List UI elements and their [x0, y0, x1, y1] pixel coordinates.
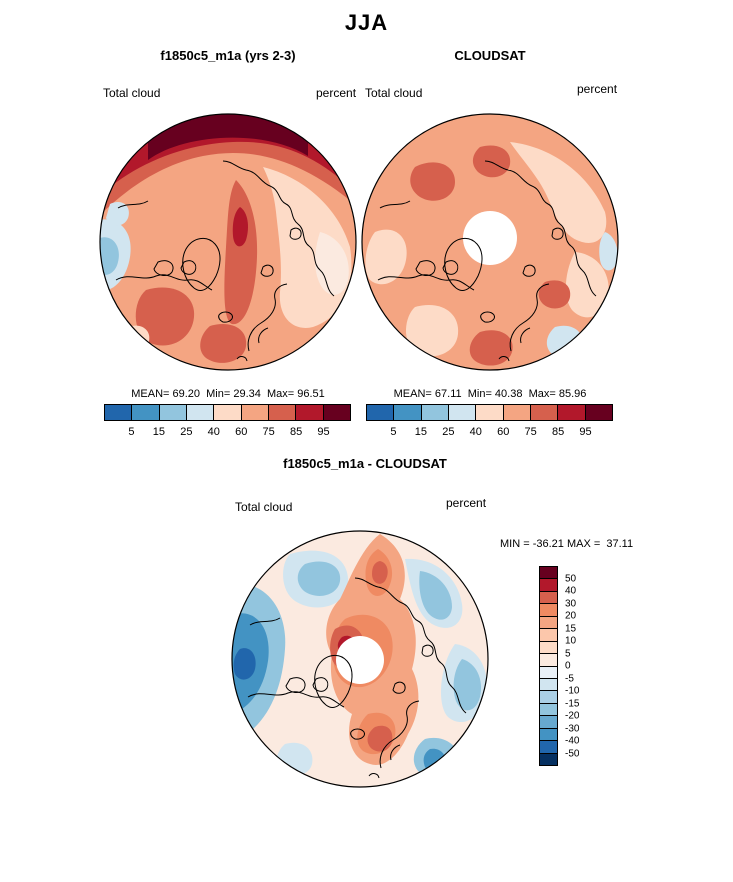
- model-contour-fills: [100, 114, 356, 370]
- model-stats-line: MEAN= 69.20 Min= 29.34 Max= 96.51: [131, 388, 325, 400]
- colorbar-tick-label: 15: [565, 623, 577, 634]
- colorbar-tick-label: 75: [262, 426, 275, 438]
- colorbar-tick-label: 5: [565, 648, 571, 659]
- colorbar-tick-label: 85: [551, 426, 565, 438]
- colorbar-tick-label: 20: [565, 610, 577, 622]
- colorbar-segment: [447, 405, 476, 420]
- diff-panel-title: f1850c5_m1a - CLOUDSAT: [283, 456, 447, 471]
- diff-contour-fills: [232, 531, 488, 787]
- colorbar-tick-label: -50: [565, 748, 580, 759]
- colorbar-tick-label: 60: [235, 426, 248, 438]
- colorbar-tick-label: 5: [128, 426, 135, 438]
- colorbar-tick-label: 50: [565, 573, 577, 584]
- colorbar-segment: [185, 405, 214, 420]
- colorbar-segment: [540, 727, 557, 741]
- colorbar-tick-label: 85: [289, 426, 303, 438]
- colorbar-segment: [475, 405, 503, 420]
- map-boundary-circle: [231, 530, 489, 788]
- colorbar-segment: [540, 578, 557, 591]
- colorbar-tick-label: 25: [442, 426, 455, 438]
- colorbar-tick-label: -40: [565, 735, 580, 747]
- model-units-label: percent: [316, 86, 357, 100]
- model-colorbar: [104, 404, 351, 421]
- diff-colorbar-ticks: 50 40 30 20 15 10 5 0 -5 -10 -15 -20 -30 -40 -50: [565, 566, 595, 766]
- no-data-hole: [463, 211, 517, 265]
- colorbar-tick-label: 5: [390, 426, 397, 438]
- colorbar-tick-label: -15: [565, 698, 580, 709]
- model-map-svg: [99, 113, 357, 371]
- colorbar-tick-label: 15: [152, 426, 165, 438]
- colorbar-segment: [540, 567, 557, 579]
- colorbar-segment: [540, 715, 557, 728]
- colorbar-tick-label: -10: [565, 685, 580, 697]
- colorbar-segment: [540, 653, 557, 666]
- map-boundary-circle: [361, 113, 619, 371]
- colorbar-segment: [131, 405, 159, 420]
- colorbar-tick-label: -30: [565, 723, 580, 734]
- obs-map: [360, 112, 620, 372]
- diff-map: [230, 529, 490, 789]
- model-panel-title: f1850c5_m1a (yrs 2-3): [160, 48, 296, 63]
- obs-field-label: Total cloud: [365, 86, 423, 100]
- colorbar-tick-label: 40: [207, 426, 220, 438]
- colorbar-segment: [540, 677, 557, 691]
- colorbar-tick-label: 60: [497, 426, 510, 438]
- colorbar-segment: [393, 405, 421, 420]
- colorbar-segment: [540, 702, 557, 716]
- colorbar-segment: [529, 405, 558, 420]
- diff-map-svg: [231, 530, 489, 788]
- colorbar-segment: [420, 405, 448, 420]
- colorbar-tick-label: -5: [565, 673, 574, 684]
- colorbar-segment: [367, 405, 394, 420]
- colorbar-segment: [540, 603, 557, 616]
- colorbar-tick-label: 40: [565, 585, 577, 597]
- colorbar-tick-label: 10: [565, 635, 577, 647]
- colorbar-tick-label: 75: [524, 426, 537, 438]
- colorbar-segment: [213, 405, 241, 420]
- colorbar-tick-label: 15: [414, 426, 427, 438]
- colorbar-segment: [540, 590, 557, 604]
- map-boundary-circle: [99, 113, 357, 371]
- colorbar-tick-label: 30: [565, 598, 577, 609]
- obs-panel-title: CLOUDSAT: [454, 48, 526, 63]
- no-data-hole: [336, 636, 384, 684]
- colorbar-segment: [540, 640, 557, 654]
- colorbar-segment: [540, 615, 557, 629]
- obs-contour-fills: [362, 114, 618, 370]
- figure-title: JJA: [344, 10, 389, 35]
- colorbar-segment: [540, 665, 557, 678]
- diff-field-label: Total cloud: [235, 500, 293, 514]
- colorbar-segment: [557, 405, 585, 420]
- model-colorbar-ticks: 5 15 25 40 60 75 85 95: [104, 426, 351, 439]
- colorbar-tick-label: 40: [469, 426, 482, 438]
- colorbar-segment: [584, 405, 612, 420]
- colorbar-tick-label: 95: [317, 426, 330, 438]
- obs-colorbar: [366, 404, 613, 421]
- obs-map-svg: [361, 113, 619, 371]
- colorbar-tick-label: 25: [180, 426, 193, 438]
- colorbar-segment: [502, 405, 530, 420]
- diff-stats-line: MIN = -36.21 MAX = 37.11: [500, 538, 634, 550]
- colorbar-tick-label: 0: [565, 660, 571, 672]
- model-field-label: Total cloud: [103, 86, 161, 100]
- diff-colorbar: [539, 566, 558, 766]
- colorbar-segment: [267, 405, 296, 420]
- diff-units-label: percent: [446, 496, 487, 510]
- obs-units-label: percent: [577, 82, 618, 96]
- colorbar-segment: [540, 628, 557, 641]
- colorbar-tick-label: -20: [565, 710, 580, 722]
- colorbar-segment: [540, 690, 557, 703]
- colorbar-segment: [105, 405, 132, 420]
- obs-stats-line: MEAN= 67.11 Min= 40.38 Max= 85.96: [393, 388, 587, 400]
- colorbar-segment: [295, 405, 323, 420]
- colorbar-segment: [240, 405, 268, 420]
- colorbar-segment: [158, 405, 186, 420]
- colorbar-segment: [322, 405, 350, 420]
- model-map: [98, 112, 358, 372]
- obs-colorbar-ticks: 5 15 25 40 60 75 85 95: [366, 426, 613, 439]
- colorbar-tick-label: 95: [579, 426, 592, 438]
- colorbar-segment: [540, 740, 557, 753]
- colorbar-segment: [540, 752, 557, 765]
